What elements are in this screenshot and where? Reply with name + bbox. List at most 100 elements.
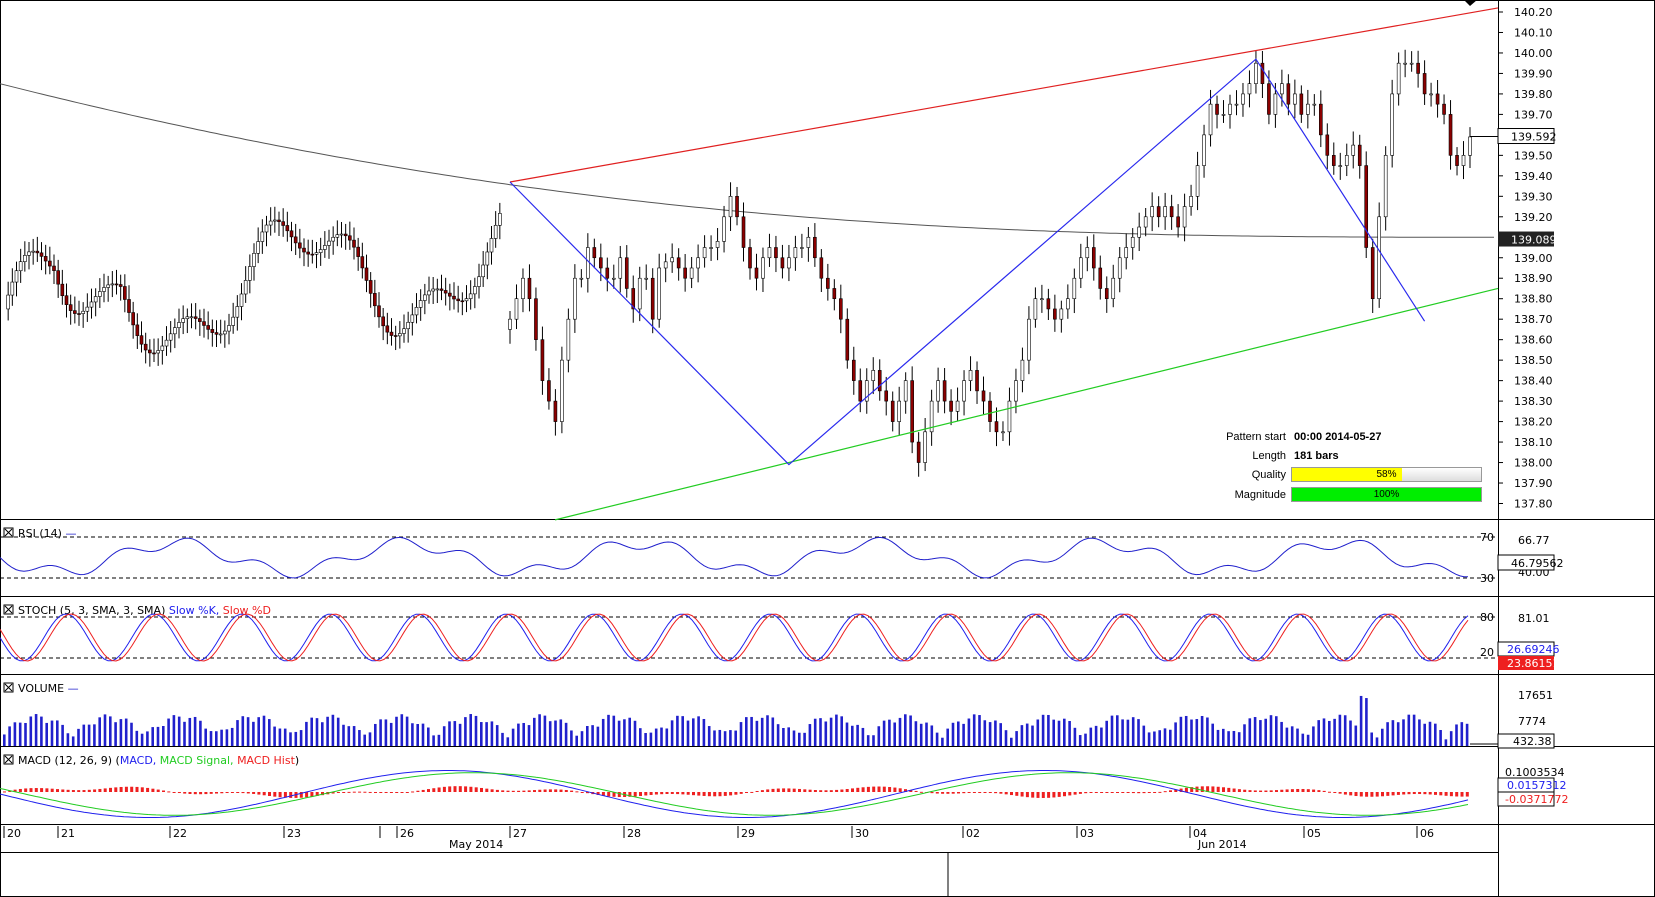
history-candle	[48, 260, 52, 267]
stoch-d-line	[0, 613, 1469, 662]
macd-hist-bar	[87, 789, 91, 792]
macd-hist-bar	[654, 792, 658, 795]
macd-line	[0, 770, 1469, 818]
macd-hist-bar	[856, 787, 860, 792]
macd-hist-bar	[347, 791, 351, 793]
volume-bar	[119, 719, 123, 746]
history-candle	[331, 236, 335, 242]
volume-bar	[246, 717, 250, 746]
volume-bar	[209, 731, 213, 746]
macd-hist-bar	[252, 792, 256, 794]
macd-hist-bar	[554, 789, 558, 792]
candle	[877, 370, 882, 392]
macd-hist-bar	[628, 792, 632, 797]
price-tick-label: 137.90	[1514, 477, 1553, 490]
macd-hist-bar	[1465, 792, 1469, 797]
volume-axis-tick: 7774	[1518, 715, 1546, 728]
volume-bar	[268, 719, 271, 746]
history-candle	[343, 233, 348, 237]
macd-label: MACD (12, 26, 9) (MACD, MACD Signal, MAC…	[18, 754, 299, 767]
volume-bar	[299, 730, 303, 746]
volume-bar	[1169, 729, 1172, 746]
candle	[534, 298, 538, 340]
volume-bar	[411, 723, 414, 746]
volume-bar	[533, 717, 536, 746]
candle	[560, 359, 564, 422]
volume-bar	[522, 722, 525, 746]
volume-bar	[1025, 723, 1029, 746]
candle	[1306, 103, 1310, 115]
history-candle	[485, 251, 490, 266]
macd-hist-bar	[983, 792, 987, 793]
candle	[1455, 155, 1459, 166]
history-candle	[160, 345, 165, 351]
volume-bar	[840, 716, 843, 746]
macd-hist-bar	[310, 792, 314, 797]
volume-bar	[1264, 718, 1267, 746]
macd-hist-bar	[755, 790, 759, 792]
volume-bar	[639, 728, 642, 746]
macd-hist-bar	[1338, 792, 1342, 794]
macd-hist-bar	[289, 792, 293, 798]
volume-bar	[1296, 728, 1299, 746]
volume-bar	[750, 716, 753, 746]
volume-bar	[1375, 737, 1379, 746]
macd-hist-bar	[1211, 786, 1215, 792]
history-candle	[327, 240, 331, 246]
volume-bar	[1418, 719, 1421, 746]
macd-hist-bar	[829, 790, 833, 792]
volume-bar	[1094, 725, 1098, 746]
candle	[676, 257, 681, 269]
volume-bar	[681, 716, 684, 746]
volume-bar	[835, 714, 838, 746]
macd-hist-bar	[543, 789, 547, 792]
macd-hist-bar	[336, 792, 340, 793]
history-candle	[139, 335, 144, 345]
history-candle	[248, 266, 252, 281]
price-tick-label: 140.20	[1514, 6, 1553, 19]
volume-bar	[861, 727, 865, 746]
history-candle	[193, 316, 198, 319]
macd-hist-bar	[861, 787, 865, 792]
history-candle	[398, 333, 402, 337]
macd-hist-bar	[1015, 792, 1019, 796]
macd-hist-bar	[962, 792, 966, 794]
history-candle	[6, 294, 10, 310]
volume-bar	[856, 724, 859, 746]
macd-hist-bar	[1285, 789, 1289, 792]
candle	[800, 247, 804, 249]
volume-bar	[670, 720, 674, 746]
macd-hist-bar	[1174, 789, 1178, 792]
macd-hist-bar	[209, 792, 213, 794]
quality-label: Quality	[1251, 469, 1286, 481]
volume-bar	[888, 719, 891, 746]
candle	[1435, 93, 1440, 105]
candle	[1299, 93, 1304, 115]
macd-hist-bar	[1460, 792, 1464, 797]
macd-hist-bar	[331, 792, 335, 794]
history-candle	[464, 298, 469, 302]
volume-bar	[437, 734, 441, 746]
history-candle	[493, 225, 498, 239]
volume-bar	[188, 717, 192, 746]
macd-hist-bar	[1227, 787, 1231, 792]
history-candle	[148, 349, 152, 354]
volume-bar	[755, 720, 759, 746]
x-month-label: May 2014	[449, 838, 503, 851]
volume-bar	[925, 722, 928, 746]
candle	[1403, 62, 1407, 65]
macd-hist-bar	[177, 792, 181, 794]
volume-bar	[580, 731, 584, 746]
macd-hist-bar	[739, 792, 743, 794]
volume-bar	[771, 717, 775, 746]
macd-hist-bar	[760, 790, 764, 792]
candle	[890, 400, 895, 422]
volume-bar	[1248, 718, 1252, 746]
volume-bar	[252, 721, 255, 746]
volume-bar	[676, 715, 679, 746]
candle	[508, 318, 512, 330]
price-tick-label: 140.00	[1514, 47, 1553, 60]
volume-bar	[326, 716, 329, 746]
volume-bar	[506, 737, 510, 746]
macd-hist-bar	[527, 790, 531, 792]
